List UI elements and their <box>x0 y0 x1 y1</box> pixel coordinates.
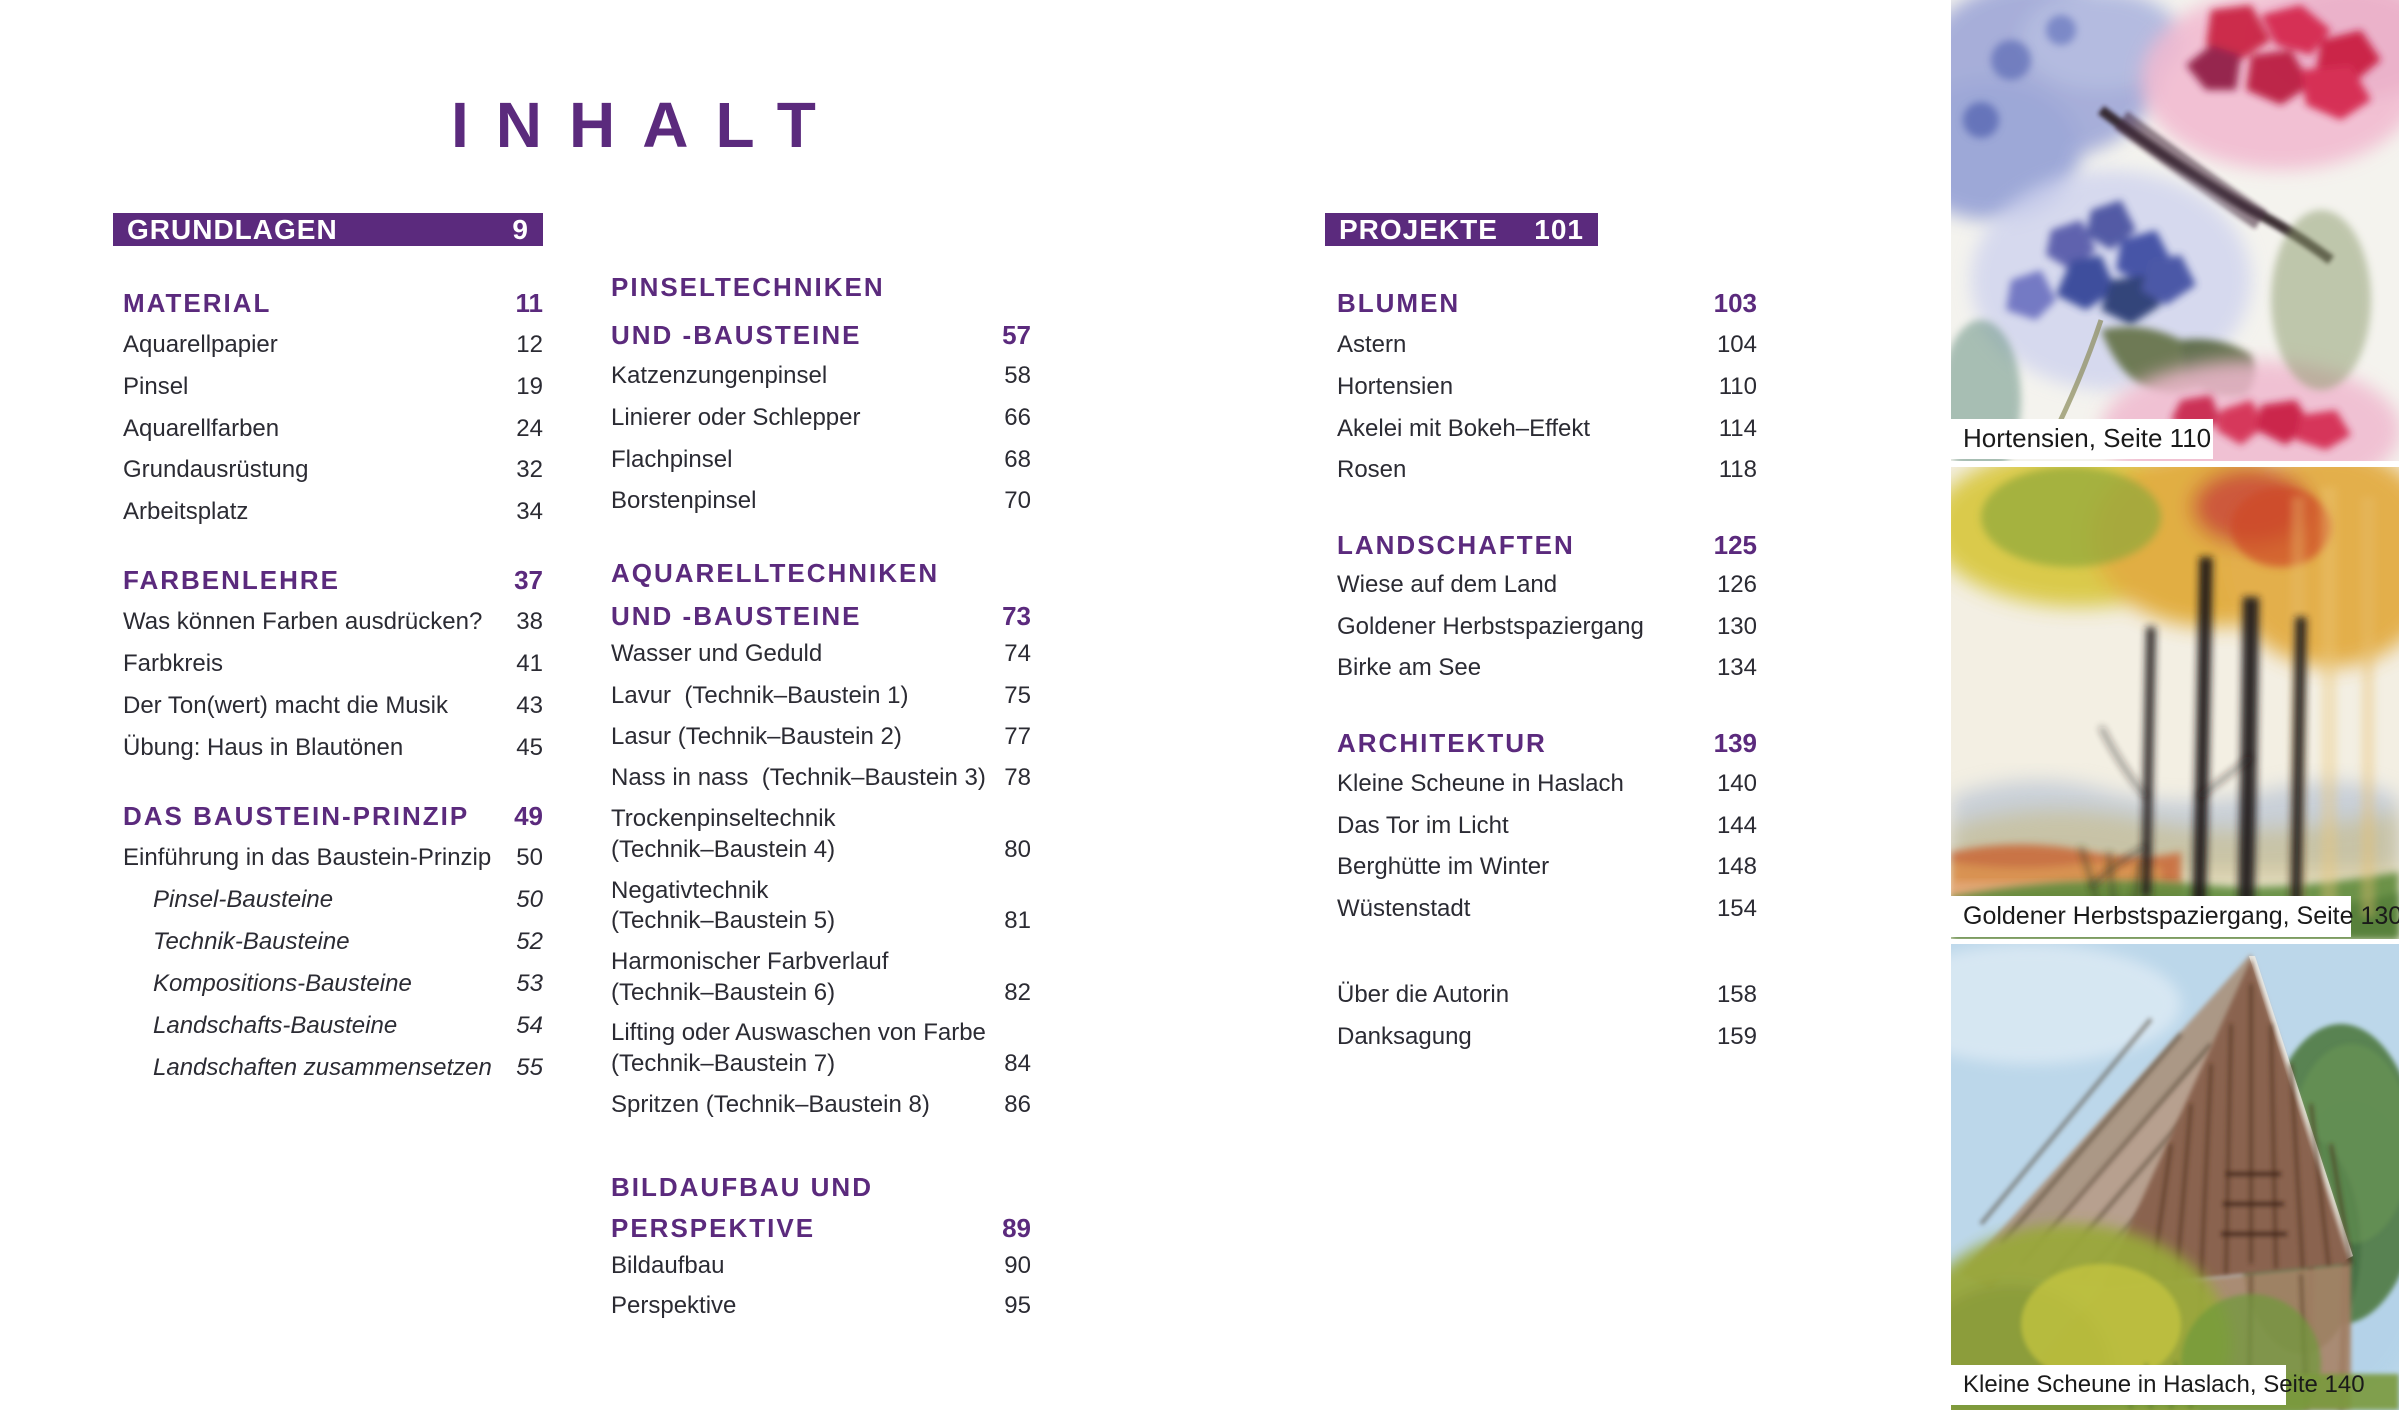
svg-text:Hortensien, Seite 110: Hortensien, Seite 110 <box>1963 423 2211 453</box>
svg-text:Goldener Herbstspaziergang, Se: Goldener Herbstspaziergang, Seite 130 <box>1963 902 2399 930</box>
svg-text:Kleine Scheune in Haslach, Sei: Kleine Scheune in Haslach, Seite 140 <box>1963 1371 2365 1398</box>
